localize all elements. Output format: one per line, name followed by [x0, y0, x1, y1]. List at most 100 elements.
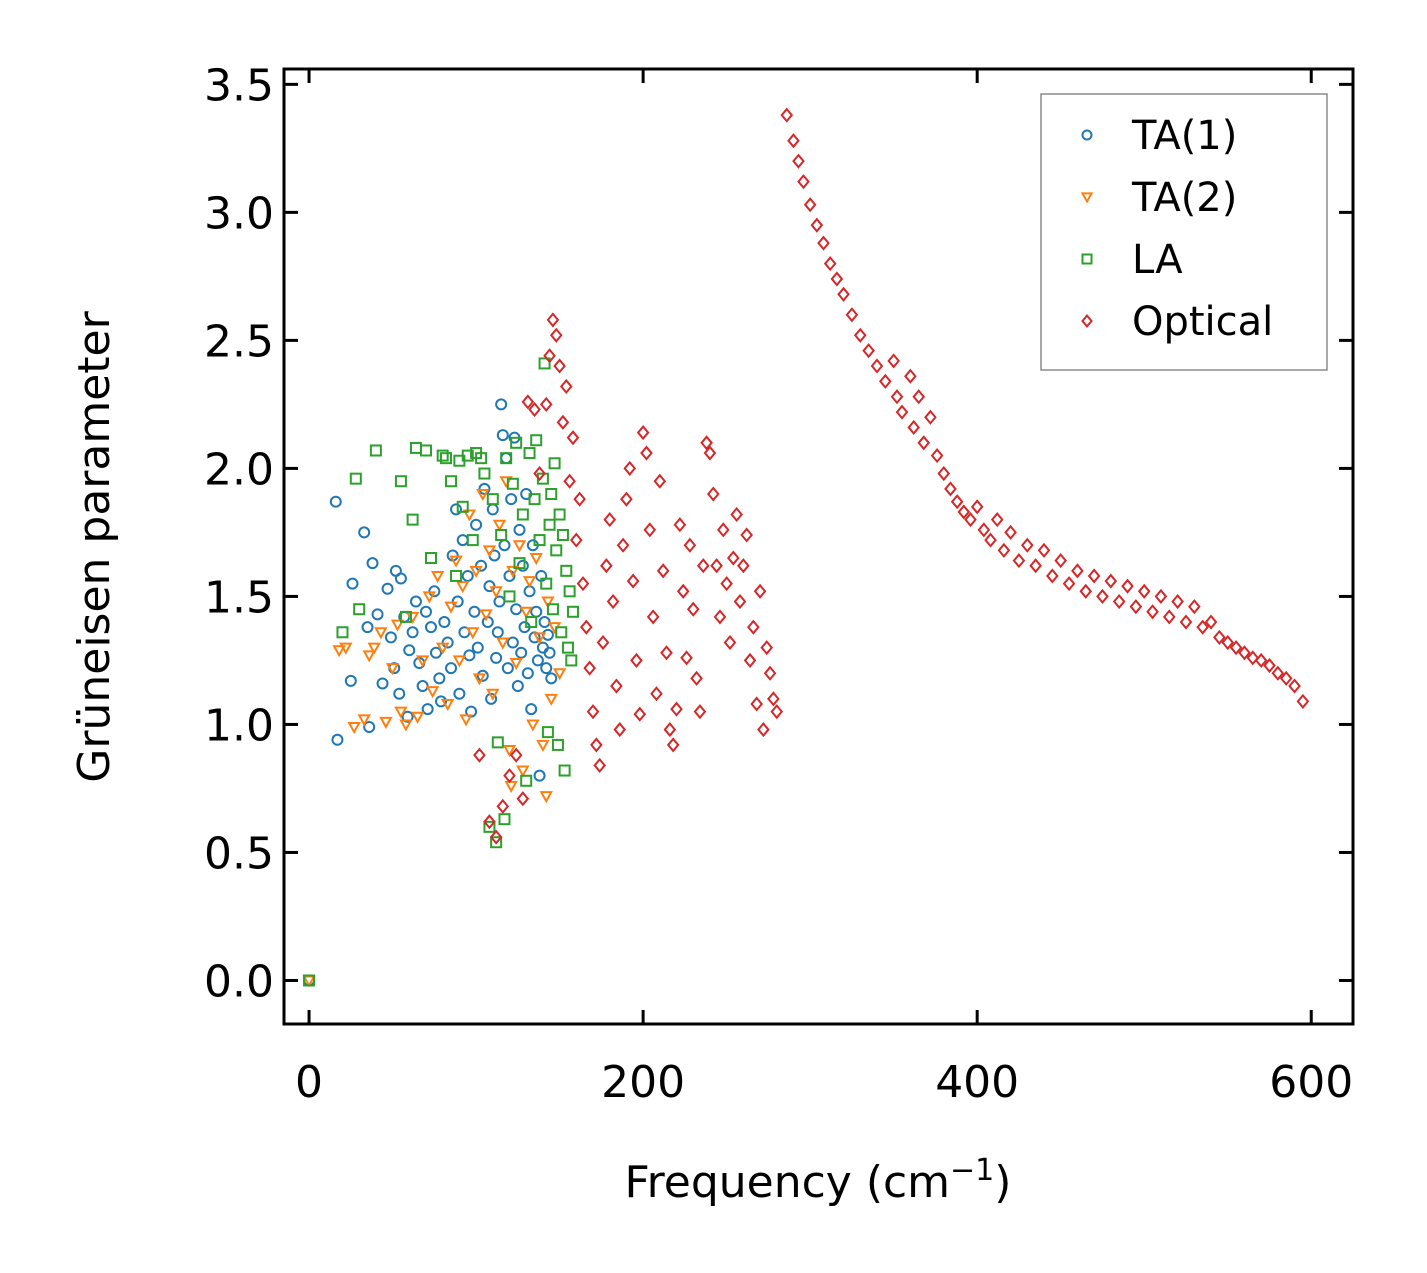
- data-point: [558, 764, 571, 777]
- y-tick-label: 3.0: [204, 188, 274, 239]
- data-point: [461, 449, 474, 462]
- data-point: [845, 307, 859, 323]
- data-point: [409, 441, 422, 454]
- data-point: [1221, 634, 1235, 651]
- data-point: [515, 646, 528, 659]
- y-tick-label: 3.5: [204, 60, 274, 111]
- data-point: [371, 608, 384, 621]
- data-point: [490, 836, 503, 849]
- data-point: [486, 503, 499, 516]
- data-point: [489, 586, 503, 599]
- data-point: [797, 174, 810, 190]
- data-point: [560, 564, 573, 577]
- data-point: [516, 791, 530, 807]
- data-point: [544, 693, 558, 706]
- data-point: [1254, 652, 1268, 668]
- data-point: [472, 673, 487, 686]
- data-point: [496, 429, 509, 442]
- data-point: [366, 557, 379, 570]
- data-point: [540, 577, 553, 590]
- data-point: [429, 646, 442, 659]
- data-point: [425, 686, 440, 699]
- data-point: [556, 528, 569, 541]
- data-point: [500, 452, 513, 465]
- data-point: [481, 616, 494, 629]
- data-point: [550, 544, 563, 557]
- data-point: [347, 722, 361, 735]
- data-point: [512, 540, 527, 553]
- data-point: [513, 523, 526, 536]
- data-point: [419, 444, 432, 457]
- data-point: [519, 606, 533, 619]
- data-point: [870, 358, 884, 374]
- data-point: [520, 774, 533, 787]
- data-point: [496, 798, 510, 814]
- data-point: [468, 605, 481, 618]
- data-point: [1096, 588, 1109, 604]
- data-point: [526, 719, 540, 732]
- data-point: [363, 721, 376, 734]
- data-point: [495, 398, 508, 411]
- data-point: [424, 621, 437, 634]
- data-point: [490, 651, 503, 664]
- data-point: [596, 634, 610, 651]
- data-point: [433, 672, 446, 685]
- data-point: [445, 475, 458, 488]
- legend-marker-ta-2-: [1080, 192, 1094, 204]
- data-point: [475, 559, 488, 572]
- data-point: [630, 652, 643, 668]
- data-point: [369, 444, 382, 457]
- data-point: [830, 271, 844, 287]
- data-point: [435, 695, 448, 708]
- data-point: [1104, 573, 1118, 589]
- data-point: [950, 494, 964, 510]
- data-point: [1204, 614, 1218, 630]
- data-point: [613, 722, 627, 738]
- data-point: [690, 670, 703, 686]
- data-point: [489, 829, 503, 845]
- data-point: [456, 534, 469, 547]
- data-point: [528, 401, 541, 418]
- data-point: [516, 559, 529, 572]
- data-point: [1071, 563, 1084, 579]
- legend-marker-la: [1081, 253, 1093, 265]
- data-point: [531, 654, 544, 667]
- legend-label: Optical: [1132, 299, 1273, 345]
- legend-label: TA(2): [1131, 175, 1237, 221]
- data-point: [406, 626, 419, 639]
- data-point: [1188, 599, 1201, 615]
- data-point: [683, 537, 697, 553]
- data-point: [823, 256, 837, 272]
- data-point: [1213, 629, 1226, 645]
- data-point: [887, 353, 900, 369]
- data-point: [419, 605, 432, 618]
- data-point: [753, 583, 767, 599]
- data-point: [643, 522, 657, 538]
- series-optical: [473, 107, 1310, 845]
- data-point: [401, 710, 414, 723]
- data-point: [565, 654, 578, 667]
- data-point: [660, 645, 673, 661]
- data-point: [862, 343, 875, 359]
- data-point: [1162, 609, 1176, 625]
- data-point: [530, 434, 543, 447]
- data-point: [332, 645, 346, 658]
- data-point: [509, 747, 523, 763]
- data-point: [733, 593, 747, 610]
- data-point: [737, 558, 750, 574]
- data-point: [438, 616, 451, 629]
- data-point: [329, 495, 342, 508]
- data-point: [924, 409, 937, 425]
- data-point: [536, 739, 550, 752]
- data-point: [566, 605, 579, 618]
- data-point: [374, 627, 388, 640]
- data-point: [475, 452, 488, 465]
- data-point: [879, 373, 892, 389]
- data-point: [623, 460, 637, 476]
- data-point: [421, 703, 434, 716]
- data-point: [353, 603, 366, 616]
- data-point: [663, 722, 677, 738]
- series-la: [303, 357, 579, 987]
- data-point: [453, 687, 466, 700]
